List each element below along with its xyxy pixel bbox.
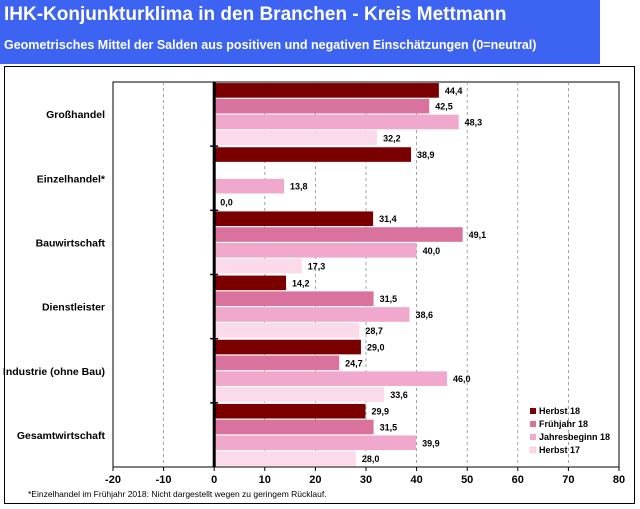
data-label: 44,4 xyxy=(445,86,463,96)
x-tick-label: 40 xyxy=(410,474,422,486)
bar xyxy=(214,435,417,451)
category-label: Einzelhandel* xyxy=(37,173,106,185)
bar xyxy=(214,178,285,194)
legend-swatch xyxy=(530,408,536,414)
bar xyxy=(214,114,459,130)
x-tick-label: 80 xyxy=(613,474,625,486)
data-label: 14,2 xyxy=(292,278,310,288)
category-label: Dienstleister xyxy=(42,302,105,314)
data-label: 31,5 xyxy=(380,423,398,433)
footnote: *Einzelhandel im Frühjahr 2018: Nicht da… xyxy=(28,489,327,499)
bar xyxy=(214,243,417,258)
bar xyxy=(214,403,366,419)
data-label: 0,0 xyxy=(220,197,233,207)
legend-label: Herbst 17 xyxy=(539,445,580,455)
x-tick-label: 70 xyxy=(562,474,574,486)
data-label: 32,2 xyxy=(383,133,401,143)
x-tick-label: -10 xyxy=(156,474,172,486)
bar xyxy=(214,227,463,242)
bar xyxy=(214,130,378,146)
data-label: 13,8 xyxy=(290,182,308,192)
data-label: 31,5 xyxy=(380,294,398,304)
legend-swatch xyxy=(530,421,536,427)
x-tick-label: 30 xyxy=(360,474,372,486)
bar xyxy=(214,275,287,291)
data-label: 33,6 xyxy=(390,390,408,400)
bar xyxy=(214,451,356,466)
data-label: 28,0 xyxy=(362,454,380,464)
data-label: 17,3 xyxy=(308,262,326,272)
data-label: 38,9 xyxy=(417,150,435,160)
data-label: 28,7 xyxy=(365,326,383,336)
bar xyxy=(214,371,447,386)
data-label: 24,7 xyxy=(345,358,363,368)
data-label: 49,1 xyxy=(469,230,487,240)
legend-swatch xyxy=(529,446,537,454)
bar xyxy=(214,211,374,227)
data-label: 48,3 xyxy=(465,117,483,127)
legend-label: Herbst 18 xyxy=(539,406,580,416)
legend-swatch xyxy=(530,434,536,440)
x-tick-label: 0 xyxy=(211,474,217,486)
bar xyxy=(214,355,340,371)
bar xyxy=(214,339,361,355)
data-label: 39,9 xyxy=(422,438,440,448)
x-tick-label: 10 xyxy=(259,474,271,486)
legend-label: Jahresbeginn 18 xyxy=(539,432,610,442)
x-tick-label: -20 xyxy=(105,474,121,486)
bar xyxy=(214,98,430,114)
bar xyxy=(214,322,360,338)
data-label: 29,9 xyxy=(371,407,389,417)
bar xyxy=(214,291,374,306)
bar xyxy=(214,83,439,98)
data-label: 46,0 xyxy=(453,374,471,384)
legend-label: Frühjahr 18 xyxy=(539,419,588,429)
data-label: 38,6 xyxy=(416,310,434,320)
bar xyxy=(214,258,302,274)
data-label: 42,5 xyxy=(435,102,453,112)
bar xyxy=(214,387,385,402)
category-label: Bauwirtschaft xyxy=(36,237,106,249)
chart-title: IHK-Konjunkturklima in den Branchen - Kr… xyxy=(4,4,507,25)
data-label: 29,0 xyxy=(367,343,385,353)
bar xyxy=(214,147,412,162)
x-tick-label: 20 xyxy=(309,474,321,486)
x-tick-label: 60 xyxy=(512,474,524,486)
category-label: Industrie (ohne Bau) xyxy=(3,366,105,378)
category-label: Gesamtwirtschaft xyxy=(17,430,106,442)
bar xyxy=(214,419,374,435)
data-label: 31,4 xyxy=(379,214,397,224)
chart-subtitle: Geometrisches Mittel der Salden aus posi… xyxy=(4,38,537,52)
x-tick-label: 50 xyxy=(461,474,473,486)
chart-header: IHK-Konjunkturklima in den Branchen - Kr… xyxy=(0,0,600,64)
bar xyxy=(214,307,410,322)
data-label: 40,0 xyxy=(423,246,441,256)
category-label: Großhandel xyxy=(46,109,105,121)
